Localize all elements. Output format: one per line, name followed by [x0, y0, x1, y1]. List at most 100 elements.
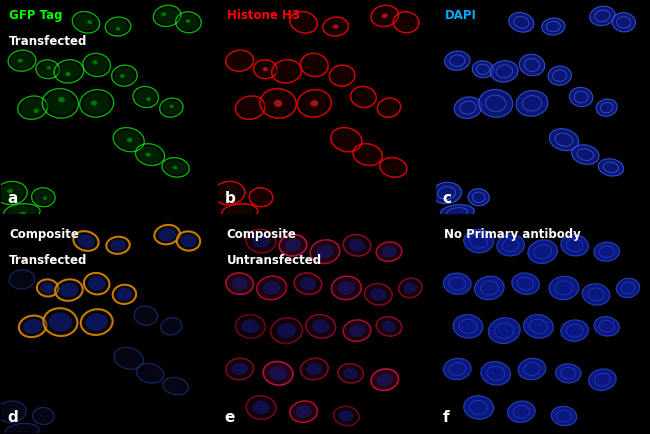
- Ellipse shape: [326, 20, 345, 33]
- Ellipse shape: [589, 369, 616, 391]
- Ellipse shape: [561, 320, 588, 341]
- Ellipse shape: [549, 128, 578, 151]
- Ellipse shape: [146, 153, 151, 157]
- Ellipse shape: [508, 401, 535, 422]
- Ellipse shape: [445, 51, 470, 70]
- Ellipse shape: [294, 273, 322, 294]
- Ellipse shape: [138, 146, 162, 163]
- Ellipse shape: [235, 315, 265, 338]
- Ellipse shape: [107, 237, 130, 254]
- Ellipse shape: [380, 101, 398, 115]
- Text: Untransfected: Untransfected: [227, 254, 322, 267]
- Ellipse shape: [443, 273, 471, 294]
- Ellipse shape: [163, 378, 188, 395]
- Ellipse shape: [252, 234, 270, 248]
- Ellipse shape: [274, 100, 282, 107]
- Ellipse shape: [83, 92, 111, 114]
- Ellipse shape: [46, 92, 75, 115]
- Ellipse shape: [165, 160, 187, 175]
- Ellipse shape: [548, 66, 571, 85]
- Ellipse shape: [23, 319, 42, 334]
- Text: Composite: Composite: [227, 228, 296, 241]
- Ellipse shape: [306, 362, 322, 375]
- Ellipse shape: [528, 240, 558, 263]
- Ellipse shape: [229, 53, 250, 69]
- Ellipse shape: [594, 317, 619, 336]
- Text: b: b: [225, 191, 235, 206]
- Ellipse shape: [594, 242, 619, 261]
- Ellipse shape: [453, 315, 483, 338]
- Ellipse shape: [55, 279, 83, 301]
- Ellipse shape: [333, 24, 339, 29]
- Ellipse shape: [463, 396, 493, 419]
- Ellipse shape: [257, 62, 274, 76]
- Ellipse shape: [257, 276, 287, 300]
- Ellipse shape: [338, 364, 363, 383]
- Ellipse shape: [332, 276, 361, 300]
- Ellipse shape: [226, 358, 254, 380]
- Ellipse shape: [19, 316, 46, 337]
- Ellipse shape: [49, 312, 72, 332]
- Ellipse shape: [91, 100, 98, 105]
- Ellipse shape: [43, 197, 47, 200]
- Ellipse shape: [310, 240, 340, 263]
- Ellipse shape: [571, 145, 599, 164]
- Text: f: f: [443, 410, 449, 424]
- Ellipse shape: [596, 99, 618, 116]
- Ellipse shape: [300, 358, 328, 380]
- Ellipse shape: [443, 358, 471, 380]
- Ellipse shape: [170, 105, 174, 108]
- Ellipse shape: [92, 60, 98, 65]
- Text: e: e: [225, 410, 235, 424]
- Ellipse shape: [162, 100, 180, 115]
- Ellipse shape: [371, 369, 398, 391]
- Ellipse shape: [616, 278, 640, 298]
- Ellipse shape: [374, 8, 395, 24]
- Ellipse shape: [217, 184, 241, 201]
- Ellipse shape: [302, 93, 327, 114]
- Ellipse shape: [440, 204, 474, 220]
- Ellipse shape: [316, 245, 334, 259]
- Ellipse shape: [270, 318, 302, 343]
- Ellipse shape: [348, 239, 365, 252]
- Ellipse shape: [295, 405, 312, 418]
- Ellipse shape: [73, 231, 99, 251]
- Ellipse shape: [146, 97, 151, 101]
- Ellipse shape: [0, 184, 24, 202]
- Ellipse shape: [239, 99, 261, 116]
- Ellipse shape: [343, 320, 371, 341]
- Ellipse shape: [134, 306, 157, 326]
- Ellipse shape: [337, 281, 356, 295]
- Ellipse shape: [549, 276, 579, 300]
- Ellipse shape: [473, 61, 493, 78]
- Ellipse shape: [231, 363, 248, 375]
- Ellipse shape: [333, 68, 352, 83]
- Ellipse shape: [481, 362, 511, 385]
- Ellipse shape: [306, 315, 335, 338]
- Ellipse shape: [468, 189, 489, 206]
- Ellipse shape: [382, 321, 396, 332]
- Ellipse shape: [541, 18, 565, 35]
- Text: No Primary antibody: No Primary antibody: [445, 228, 581, 241]
- Ellipse shape: [114, 347, 144, 369]
- Ellipse shape: [58, 97, 65, 102]
- Ellipse shape: [398, 278, 422, 298]
- Ellipse shape: [512, 273, 540, 294]
- Ellipse shape: [120, 74, 125, 78]
- Ellipse shape: [488, 318, 520, 343]
- Text: GFP Tag: GFP Tag: [9, 10, 62, 23]
- Ellipse shape: [265, 92, 292, 115]
- Ellipse shape: [252, 191, 270, 204]
- Ellipse shape: [81, 309, 112, 335]
- Ellipse shape: [370, 288, 387, 301]
- Ellipse shape: [156, 8, 178, 24]
- Ellipse shape: [354, 89, 372, 105]
- Ellipse shape: [300, 277, 316, 290]
- Ellipse shape: [154, 225, 180, 244]
- Ellipse shape: [32, 408, 54, 424]
- Ellipse shape: [376, 373, 393, 386]
- Ellipse shape: [383, 161, 404, 174]
- Ellipse shape: [404, 282, 417, 294]
- Ellipse shape: [333, 406, 359, 426]
- Ellipse shape: [34, 108, 39, 113]
